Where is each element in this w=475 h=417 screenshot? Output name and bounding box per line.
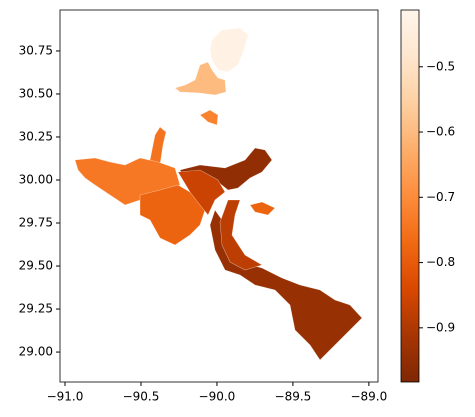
region [174, 61, 227, 96]
region [219, 199, 263, 271]
y-tick-label: 30.50 [19, 86, 53, 100]
region [209, 209, 363, 361]
y-tick-label: 30.00 [19, 172, 53, 186]
y-tick-label: 29.50 [19, 259, 53, 273]
y-tick-label: 29.75 [19, 216, 53, 230]
region [139, 184, 206, 246]
y-tick-label: 29.00 [19, 345, 53, 359]
y-tick-label: 30.75 [19, 43, 53, 57]
region [249, 201, 276, 216]
y-tick-label: 30.25 [19, 129, 53, 143]
x-tick-label: −90.5 [123, 390, 160, 404]
x-tick-label: −89.0 [350, 390, 387, 404]
colorbar-tick-label: −0.9 [426, 320, 455, 334]
colorbar [400, 9, 420, 383]
region [199, 109, 219, 126]
colorbar-tick-label: −0.7 [426, 190, 455, 204]
region [209, 27, 249, 73]
map-regions [74, 27, 363, 361]
colorbar-tick-label: −0.5 [426, 59, 455, 73]
region [177, 169, 226, 216]
x-tick-label: −90.0 [199, 390, 236, 404]
y-tick-label: 29.25 [19, 302, 53, 316]
colorbar-tick-label: −0.6 [426, 125, 455, 139]
x-tick-label: −91.0 [47, 390, 84, 404]
axes-frame [59, 9, 379, 383]
x-tick-label: −89.5 [275, 390, 312, 404]
colorbar-tick-label: −0.8 [426, 255, 455, 269]
